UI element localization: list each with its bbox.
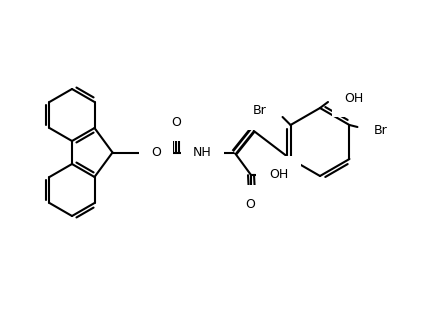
Text: NH: NH bbox=[193, 146, 212, 159]
Text: Br: Br bbox=[253, 104, 267, 117]
Text: O: O bbox=[172, 116, 181, 129]
Text: Br: Br bbox=[374, 125, 387, 138]
Text: OH: OH bbox=[269, 169, 288, 181]
Text: O: O bbox=[245, 197, 255, 210]
Text: OH: OH bbox=[344, 91, 363, 104]
Text: O: O bbox=[151, 146, 161, 159]
